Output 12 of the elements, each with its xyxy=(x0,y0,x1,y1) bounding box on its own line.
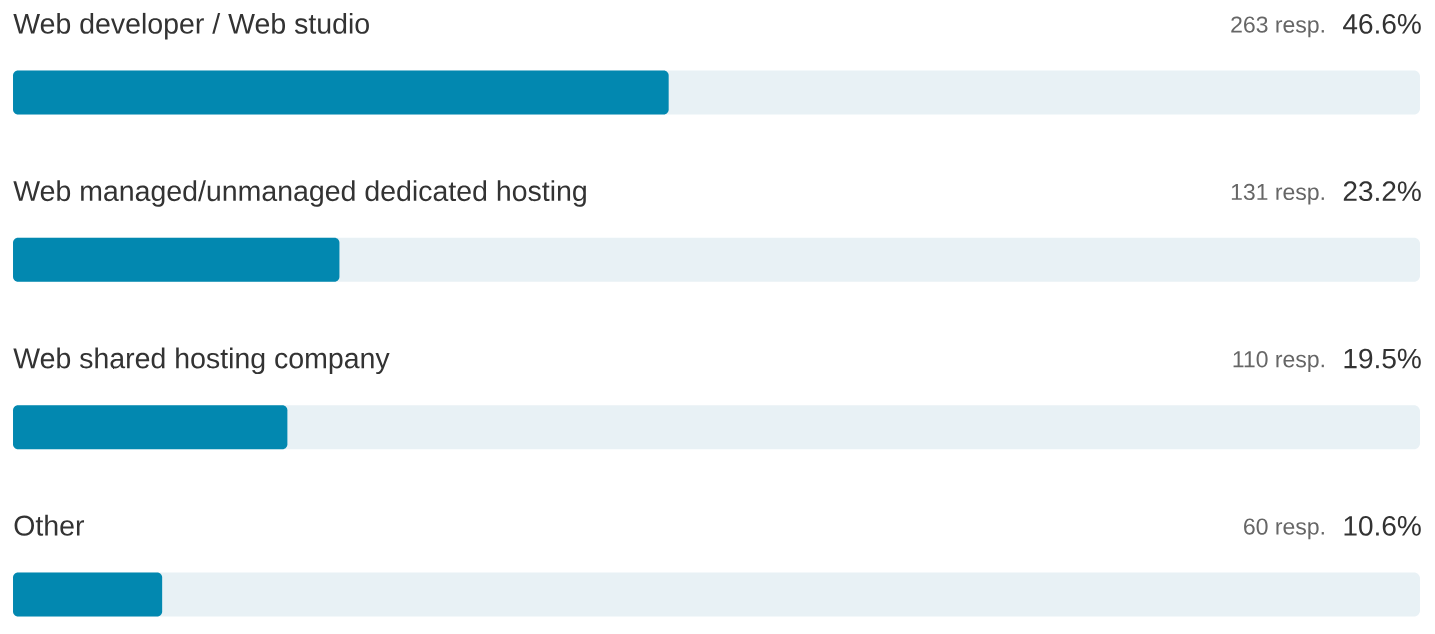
annotation: 110 resp. xyxy=(1233,351,1324,372)
data-label: 19.5% xyxy=(1344,348,1421,369)
annotation: 131 resp. xyxy=(1231,183,1324,205)
annotation: 263 resp. xyxy=(1231,16,1324,38)
y-tick-label: Web managed/unmanaged dedicated hosting xyxy=(13,180,586,207)
annotation: 60 resp. xyxy=(1244,518,1324,540)
data-label: 23.2% xyxy=(1343,181,1421,202)
data-label: 46.6% xyxy=(1343,13,1421,34)
data-label: 10.6% xyxy=(1344,515,1421,536)
y-tick-label: Web developer / Web studio xyxy=(13,12,369,40)
y-tick-label: Other xyxy=(14,514,85,536)
y-tick-label: Web shared hosting company xyxy=(13,347,390,375)
